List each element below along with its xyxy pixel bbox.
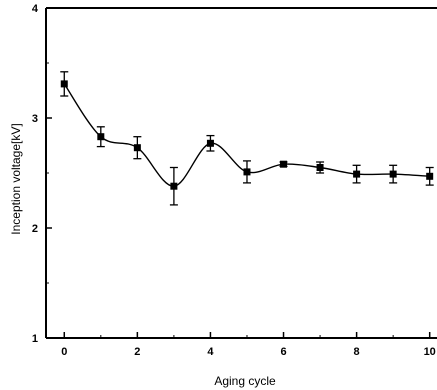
x-tick-label: 0 <box>61 346 67 358</box>
x-tick-label: 4 <box>207 346 214 358</box>
y-axis-ticks: 1 2 3 4 <box>32 3 52 345</box>
plot-area <box>45 7 437 339</box>
data-point <box>353 170 361 178</box>
data-point <box>316 164 324 171</box>
x-axis-title: Aging cycle <box>214 374 276 388</box>
data-point <box>243 168 251 176</box>
data-point <box>206 139 214 147</box>
data-point <box>133 144 141 152</box>
series-layer <box>60 71 434 206</box>
data-point <box>389 170 397 178</box>
x-tick-label: 10 <box>424 346 436 358</box>
y-axis-title: Inception voltage[kV] <box>9 123 23 234</box>
x-tick-label: 6 <box>280 346 286 358</box>
y-tick-label: 3 <box>32 113 38 125</box>
x-tick-label: 8 <box>354 346 360 358</box>
data-point <box>426 172 434 180</box>
x-tick-label: 2 <box>134 346 140 358</box>
data-point <box>280 160 288 168</box>
y-tick-label: 2 <box>32 223 38 235</box>
data-point <box>170 182 178 190</box>
data-point <box>97 133 105 141</box>
y-tick-label: 1 <box>32 333 38 345</box>
data-point <box>60 80 68 88</box>
y-tick-label: 4 <box>32 3 39 15</box>
x-axis-ticks: 0 2 4 6 8 10 <box>61 332 436 358</box>
